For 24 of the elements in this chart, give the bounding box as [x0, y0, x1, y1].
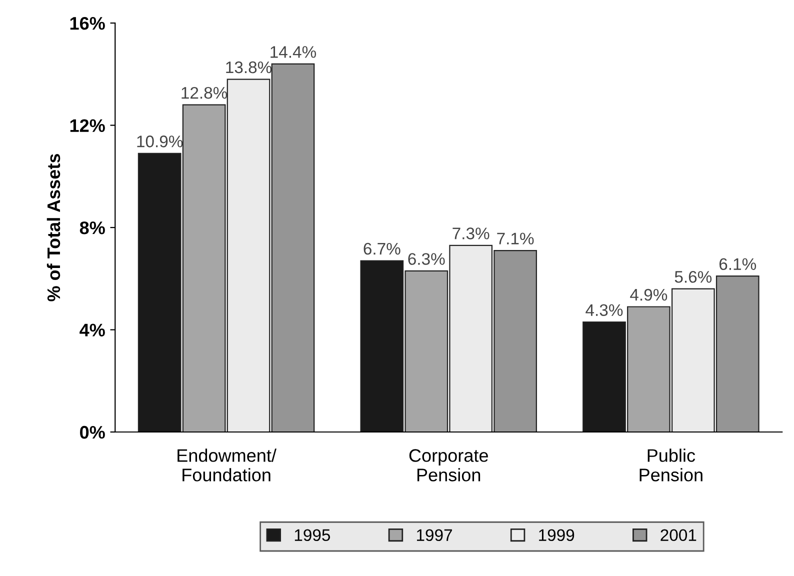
data-label: 5.6%	[674, 270, 712, 283]
data-label: 4.3%	[586, 304, 623, 316]
data-label: 6.1%	[719, 258, 756, 270]
legend-label: 1999	[539, 529, 574, 542]
legend-label: 2001	[660, 529, 696, 542]
y-tick-label: 4%	[80, 324, 105, 336]
legend-label: 1995	[294, 529, 330, 542]
x-tick-label: Corporate Pension	[409, 449, 488, 482]
x-tick-label: Public Pension	[640, 448, 702, 482]
data-label: 6.3%	[408, 253, 445, 265]
data-label: 7.1%	[497, 232, 534, 244]
x-tick-label: Endowment/ Foundation	[178, 448, 276, 482]
y-tick-label: 16%	[70, 16, 105, 30]
data-label: 7.3%	[452, 228, 490, 240]
data-label: 13.8%	[226, 61, 272, 74]
y-tick-label: 0%	[80, 426, 105, 439]
y-tick-label: 8%	[80, 221, 105, 234]
data-label: 14.4%	[270, 46, 316, 58]
data-label: 4.9%	[630, 288, 668, 301]
data-label: 12.8%	[182, 86, 228, 99]
y-axis-title: % of Total Assets	[46, 154, 60, 302]
data-label: 6.7%	[364, 242, 400, 255]
y-tick-label: 12%	[70, 119, 105, 132]
legend-label: 1997	[416, 529, 452, 542]
